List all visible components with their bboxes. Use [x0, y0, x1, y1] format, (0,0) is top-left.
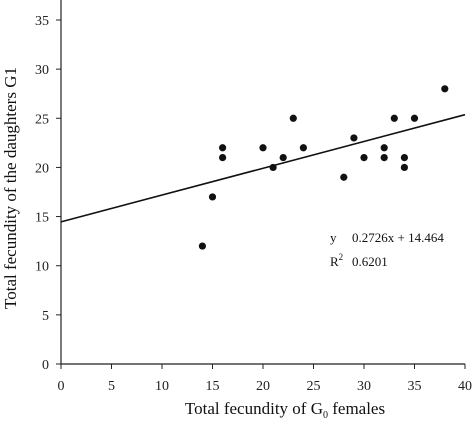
data-point — [208, 193, 217, 201]
x-tick-label: 0 — [58, 379, 65, 394]
x-tick-label: 25 — [307, 379, 321, 394]
data-point — [360, 154, 368, 162]
data-point — [259, 144, 267, 152]
axes — [60, 0, 465, 365]
data-point — [441, 85, 449, 93]
y-tick-label: 30 — [35, 63, 49, 78]
data-point — [299, 144, 307, 152]
x-tick-label: 5 — [108, 379, 115, 394]
y-tick-label: 35 — [35, 14, 49, 29]
data-point — [289, 114, 297, 122]
data-point — [380, 144, 388, 152]
y-axis-title: Total fecundity of the daughters G1 — [1, 67, 20, 309]
r-squared-value: 0.6201 — [352, 254, 388, 269]
x-tick-label: 20 — [256, 379, 270, 394]
data-point — [380, 154, 388, 162]
y-tick-label: 10 — [35, 260, 49, 275]
data-points — [198, 85, 449, 250]
y-tick-label: 5 — [42, 309, 49, 324]
data-point — [350, 134, 358, 142]
x-axis-title: Total fecundity of G0 females — [185, 399, 385, 421]
ticks: 0 5 10 15 20 25 30 35 0 5 10 15 20 25 30 35 40 — [35, 14, 472, 394]
y-tick-label: 0 — [42, 358, 49, 373]
x-tick-label: 40 — [458, 379, 472, 394]
x-tick-label: 30 — [357, 379, 371, 394]
data-point — [410, 114, 419, 122]
data-point — [198, 242, 206, 250]
x-tick-label: 35 — [408, 379, 422, 394]
data-point — [400, 163, 408, 172]
y-tick-label: 20 — [35, 161, 49, 176]
data-point — [219, 154, 227, 162]
data-point — [400, 154, 408, 162]
equation-y-label: y — [330, 230, 337, 245]
data-point — [279, 154, 287, 162]
y-tick-label: 25 — [35, 112, 49, 127]
y-tick-label: 15 — [35, 211, 49, 226]
trendline — [60, 113, 466, 223]
x-tick-label: 10 — [155, 379, 169, 394]
trendline-group — [60, 113, 466, 223]
data-point — [269, 163, 277, 172]
r-squared-label: R2 — [330, 252, 343, 269]
data-point — [219, 144, 227, 152]
data-point — [340, 173, 348, 181]
equation-formula: 0.2726x + 14.464 — [352, 230, 444, 245]
x-tick-label: 15 — [206, 379, 220, 394]
regression-equation: y 0.2726x + 14.464 R2 0.6201 — [330, 230, 444, 269]
data-point — [390, 114, 398, 122]
